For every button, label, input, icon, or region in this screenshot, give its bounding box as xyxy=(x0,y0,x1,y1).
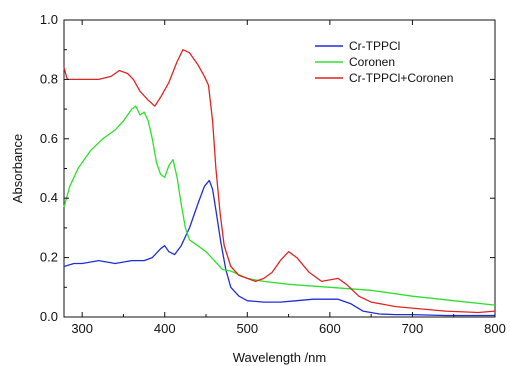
x-tick-label: 600 xyxy=(319,321,341,336)
y-tick-label: 0.2 xyxy=(40,250,58,265)
x-axis-label: Wavelength /nm xyxy=(233,350,326,365)
series-layer xyxy=(63,49,496,317)
y-tick-label: 0.4 xyxy=(40,190,58,205)
y-axis-label: Absorbance xyxy=(10,134,25,203)
series-line-1 xyxy=(63,179,495,317)
legend: Cr-TPPCl Coronen Cr-TPPCl+Coronen xyxy=(315,39,453,85)
x-tick-label: 400 xyxy=(154,321,176,336)
y-tick-label: 0.8 xyxy=(40,71,58,86)
plot-area: 300 400 500 600 700 800 0.0 0.2 0.4 0.6 0.8 1.0 xyxy=(40,12,506,336)
legend-label-2: Coronen xyxy=(349,55,395,69)
series-line-3 xyxy=(63,49,496,314)
x-tick-label: 700 xyxy=(402,321,424,336)
tick-layer: 300 400 500 600 700 800 0.0 0.2 0.4 0.6 0.8 1.0 xyxy=(40,12,506,336)
legend-label-1: Cr-TPPCl xyxy=(349,39,400,53)
y-tick-label: 0.6 xyxy=(40,131,58,146)
series-line-2 xyxy=(63,105,496,306)
plot-frame xyxy=(63,19,496,318)
x-tick-label: 500 xyxy=(236,321,258,336)
x-tick-label: 800 xyxy=(484,321,506,336)
y-tick-label: 0.0 xyxy=(40,309,58,324)
y-tick-label: 1.0 xyxy=(40,12,58,27)
x-tick-label: 300 xyxy=(71,321,93,336)
legend-label-3: Cr-TPPCl+Coronen xyxy=(349,71,453,85)
